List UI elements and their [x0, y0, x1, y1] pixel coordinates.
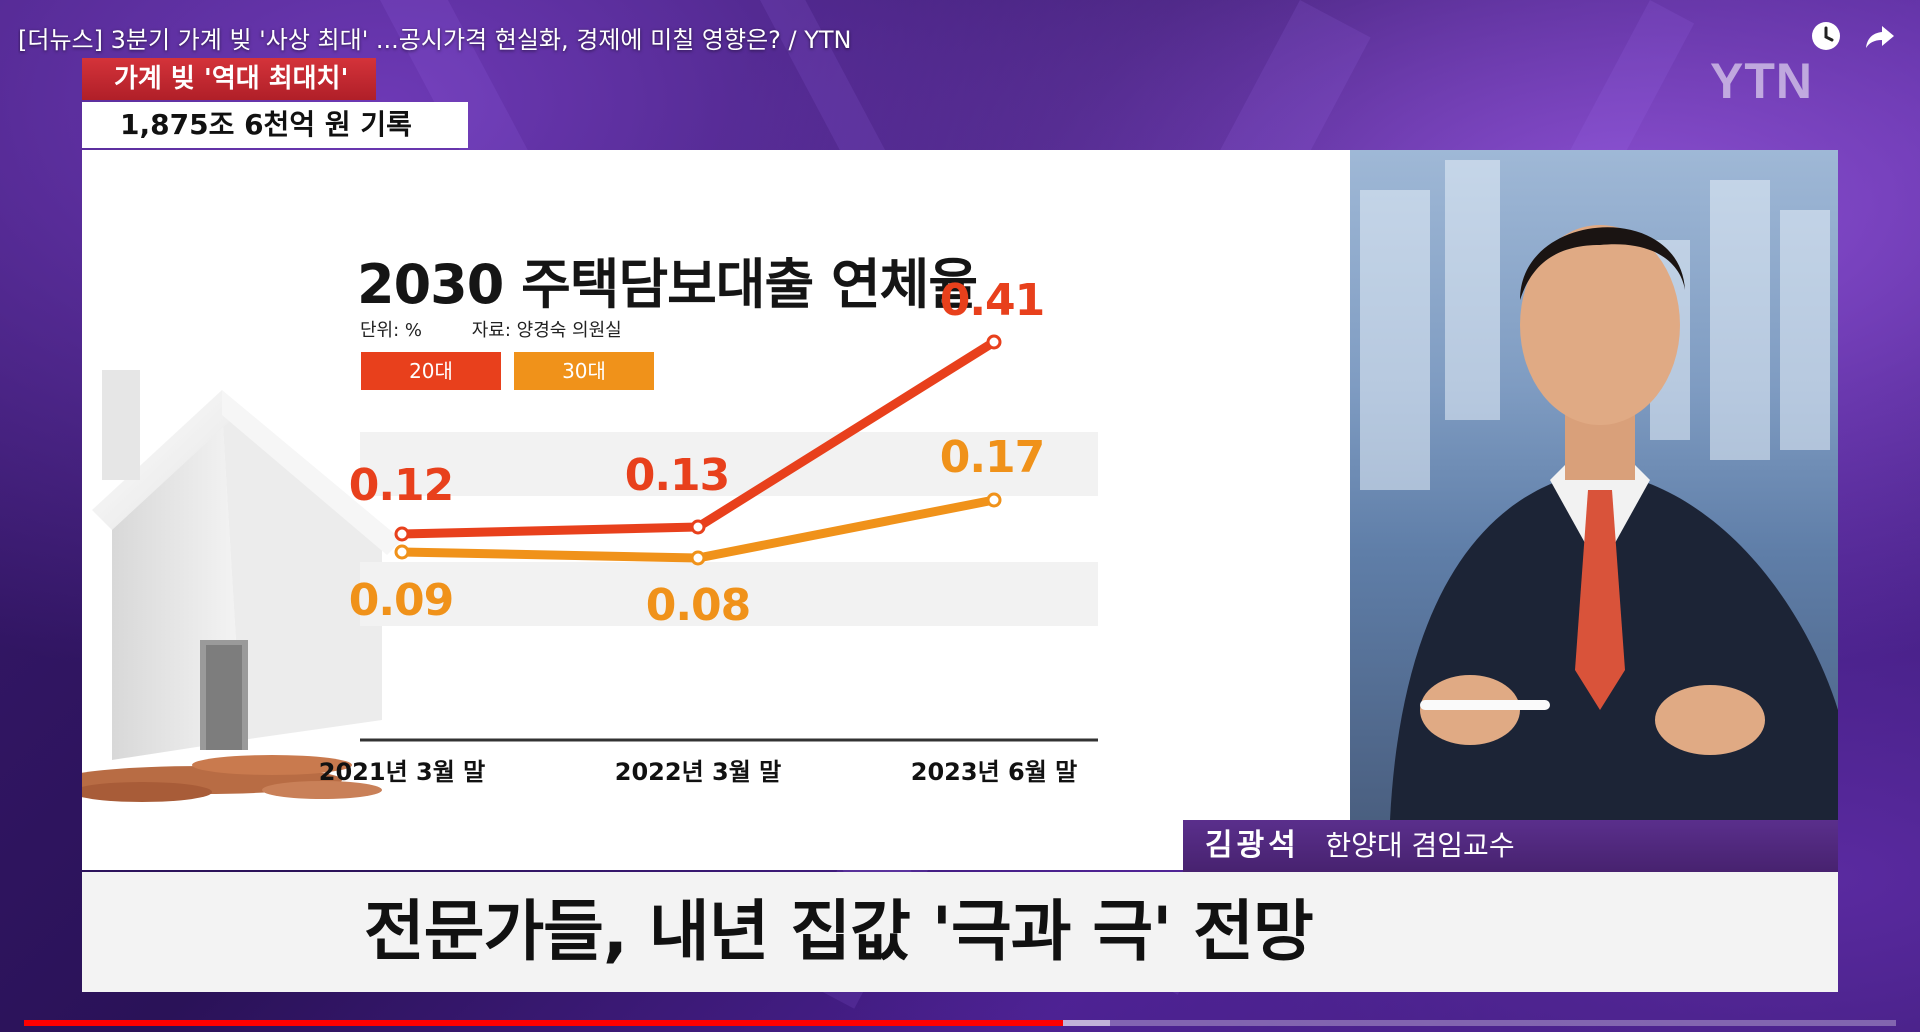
data-label: 0.08: [646, 580, 751, 631]
chart-title: 2030 주택담보대출 연체율: [357, 253, 978, 316]
data-point: [986, 334, 1002, 350]
data-point: [690, 550, 706, 566]
data-label: 0.09: [349, 575, 454, 626]
legend-30s: 30대: [514, 352, 654, 390]
progress-played: [24, 1020, 1063, 1026]
guest-person: [1390, 225, 1838, 820]
headline-subtag: 1,875조 6천억 원 기록: [82, 102, 468, 148]
video-progress-bar[interactable]: [24, 1020, 1896, 1026]
data-label: 0.12: [349, 460, 454, 511]
share-button[interactable]: [1862, 18, 1898, 54]
x-tick-label: 2021년 3월 말: [319, 758, 485, 786]
headline-tag: 가계 빚 '역대 최대치': [82, 58, 377, 100]
data-label: 0.17: [940, 432, 1045, 483]
chart-panel: 2030 주택담보대출 연체율 단위: % 자료: 양경숙 의원실 20대 30…: [82, 150, 1350, 870]
grid-band: [360, 432, 1098, 496]
x-tick-label: 2022년 3월 말: [615, 758, 781, 786]
unit-label: 단위: %: [360, 320, 423, 341]
data-point: [394, 526, 410, 542]
news-subtitle: 전문가들, 내년 집값 '극과 극' 전망: [82, 872, 1838, 992]
guest-video: [1350, 150, 1838, 820]
x-tick-label: 2023년 6월 말: [911, 758, 1077, 786]
chart-meta: 단위: % 자료: 양경숙 의원실: [360, 316, 666, 342]
data-point: [986, 492, 1002, 508]
guest-name-bar: 김광석 한양대 겸임교수: [1183, 820, 1838, 872]
data-point: [394, 544, 410, 560]
data-point: [690, 519, 706, 535]
ytn-logo: YTN: [1710, 53, 1813, 109]
guest-name: 김광석: [1205, 828, 1300, 863]
watch-later-button[interactable]: [1808, 18, 1844, 54]
guest-role: 한양대 겸임교수: [1325, 829, 1515, 862]
share-arrow-icon: [1866, 26, 1894, 48]
source-label: 자료: 양경숙 의원실: [471, 320, 622, 341]
legend-20s: 20대: [361, 352, 501, 390]
line-chart: 0.12 0.13 0.41 0.09 0.08 0.17 2021년 3월 말 2022년 …: [319, 275, 1098, 786]
data-label: 0.13: [625, 450, 730, 501]
video-title[interactable]: [더뉴스] 3분기 가계 빚 '사상 최대' ...공시가격 현실화, 경제에 …: [18, 26, 852, 54]
house-illustration: [82, 340, 412, 810]
clock-icon: [1812, 22, 1840, 50]
data-label: 0.41: [940, 275, 1045, 326]
grid-band: [360, 562, 1098, 626]
